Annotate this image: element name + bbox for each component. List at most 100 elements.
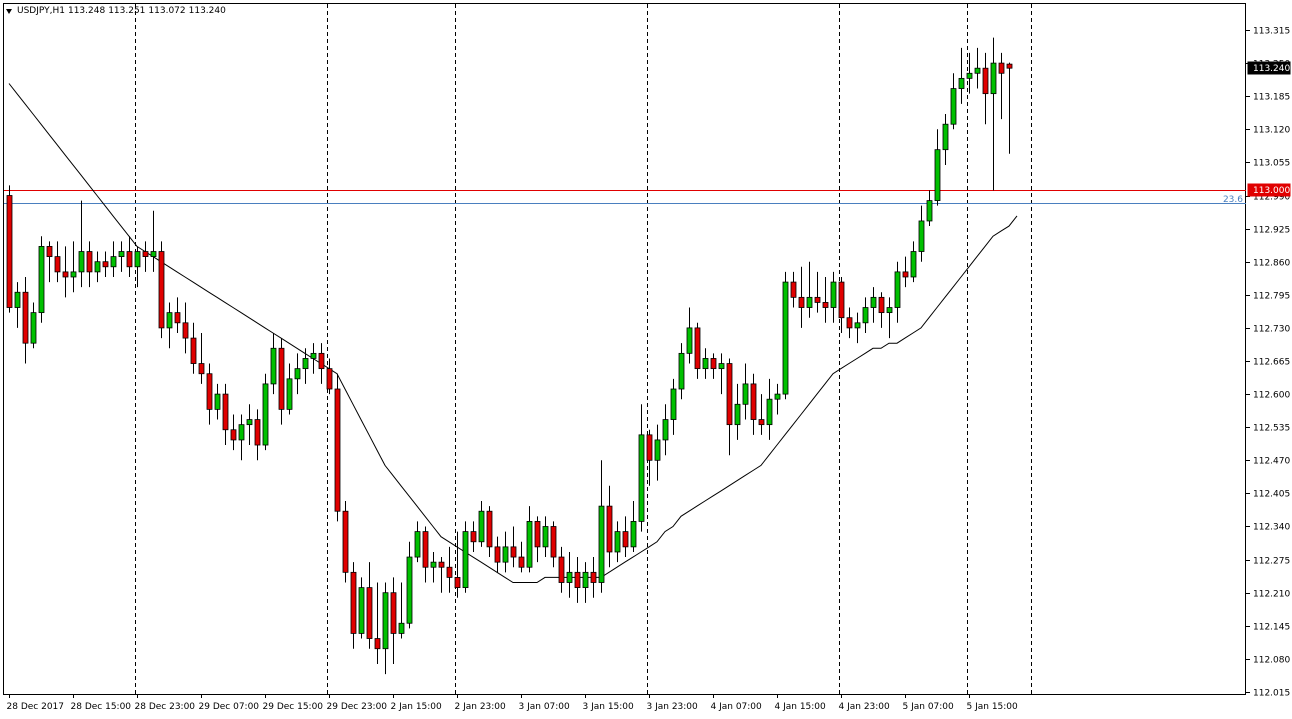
bull-candle-body (166, 312, 173, 329)
candle (150, 210, 157, 272)
candle (854, 312, 861, 344)
bull-candle-body (654, 439, 661, 461)
bull-candle-body (742, 383, 749, 405)
bear-candle-body (574, 571, 581, 589)
bull-candle-body (398, 622, 405, 634)
x-tick-label: 2 Jan 15:00 (391, 702, 443, 712)
candle (790, 271, 797, 308)
bull-candle-body (950, 88, 957, 125)
bull-candle-body (430, 561, 437, 568)
bear-candle-body (534, 521, 541, 548)
candle (30, 302, 37, 349)
candle (734, 383, 741, 440)
level-price-tag-box (1247, 183, 1291, 197)
candle (382, 582, 389, 675)
candle (214, 383, 221, 420)
candle (526, 506, 533, 573)
candle (694, 322, 701, 379)
candle (990, 37, 997, 191)
bull-candle-body (502, 546, 509, 563)
open-value: 113.248 (67, 6, 106, 16)
candle (598, 460, 605, 593)
candle (174, 297, 181, 333)
x-tick-label: 2 Jan 23:00 (455, 702, 507, 712)
candle (614, 521, 621, 563)
current-price-tag-text: 113.240 (1253, 64, 1290, 74)
bear-candle-body (446, 566, 453, 578)
bull-candle-body (30, 312, 37, 344)
candle (54, 241, 61, 283)
bear-candle-body (878, 296, 885, 314)
candle (638, 404, 645, 532)
candle (934, 129, 941, 206)
bull-candle-body (782, 281, 789, 395)
bull-candle-body (262, 383, 269, 446)
bull-candle-body (942, 123, 949, 151)
candle (806, 261, 813, 318)
bull-candle-body (582, 571, 589, 589)
bear-candle-body (822, 302, 829, 308)
bull-candle-body (598, 505, 605, 583)
candle (510, 526, 517, 568)
y-tick-label: 112.145 (1253, 623, 1290, 633)
candle (782, 271, 789, 400)
y-tick-label: 112.015 (1253, 689, 1290, 699)
candle (502, 531, 509, 573)
candle (982, 52, 989, 125)
bull-candle-body (702, 358, 709, 370)
bull-candle-body (990, 62, 997, 95)
candle (766, 378, 773, 440)
candle (222, 383, 229, 446)
candle (406, 541, 413, 629)
candle (102, 251, 109, 277)
bull-candle-body (526, 521, 533, 568)
y-tick-label: 113.185 (1253, 93, 1290, 103)
y-tick-label: 112.730 (1253, 325, 1290, 335)
candle (198, 332, 205, 384)
bear-candle-body (518, 556, 525, 568)
bear-candle-body (390, 592, 397, 634)
bull-candle-body (566, 571, 573, 583)
candle (254, 409, 261, 461)
x-tick-label: 3 Jan 07:00 (519, 702, 571, 712)
bull-candle-body (630, 521, 637, 548)
candle (670, 378, 677, 435)
x-tick-label: 4 Jan 23:00 (839, 702, 891, 712)
candle (14, 282, 21, 328)
symbol-header[interactable]: USDJPY,H1 113.248 113.251 113.072 113.24… (6, 6, 226, 16)
candle (462, 521, 469, 593)
candle (494, 536, 501, 573)
x-tick-label: 29 Dec 07:00 (199, 702, 260, 712)
bear-candle-body (46, 246, 53, 258)
bull-candle-body (686, 327, 693, 354)
y-tick-label: 112.470 (1253, 457, 1290, 467)
candle (942, 114, 949, 165)
bull-candle-body (734, 403, 741, 426)
candle (958, 47, 965, 104)
candle (46, 241, 53, 283)
dropdown-triangle-icon[interactable] (6, 8, 12, 14)
candle (894, 261, 901, 323)
bear-candle-body (366, 587, 373, 639)
x-tick-label: 28 Dec 2017 (7, 702, 65, 712)
bear-candle-body (86, 251, 93, 273)
candle (702, 348, 709, 379)
candle (718, 353, 725, 395)
bear-candle-body (198, 363, 205, 375)
candle (262, 373, 269, 451)
plot-area[interactable] (3, 3, 1246, 695)
candle (158, 241, 165, 339)
y-tick-label: 112.860 (1253, 259, 1290, 269)
price-tags: 113.000 113.240 (1247, 61, 1291, 197)
bull-candle-body (150, 251, 157, 258)
bear-candle-body (902, 271, 909, 278)
x-tick-label: 3 Jan 15:00 (583, 702, 635, 712)
horizontal-levels: 23.6 (4, 190, 1246, 205)
bear-candle-body (710, 358, 717, 370)
bull-candle-body (638, 434, 645, 522)
bull-candle-body (70, 271, 77, 278)
bear-candle-body (558, 556, 565, 583)
bear-candle-body (22, 291, 29, 344)
candle (358, 577, 365, 639)
